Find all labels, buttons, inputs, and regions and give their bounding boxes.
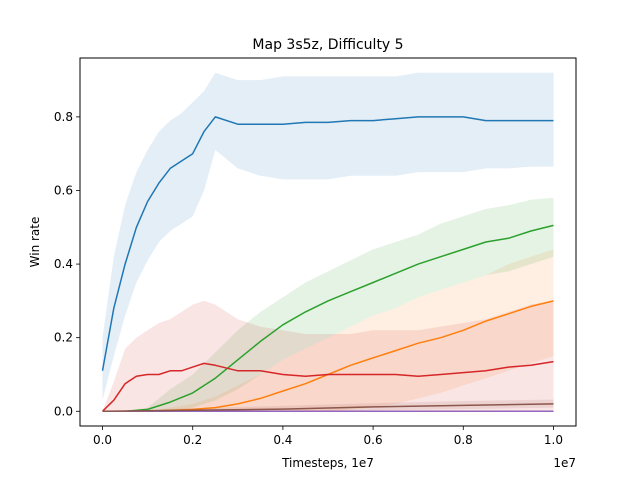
series-3-band	[102, 300, 554, 412]
y-tick-label-3: 0.6	[54, 183, 73, 197]
series-2-band	[102, 197, 554, 412]
x-axis-label: Timesteps, 1e7	[281, 456, 374, 470]
x-tick-label-1: 0.2	[183, 433, 202, 447]
series-0-band	[102, 72, 554, 401]
chart-title: Map 3s5z, Difficulty 5	[252, 37, 403, 53]
x-tick-label-2: 0.4	[273, 433, 292, 447]
x-tick-label-3: 0.6	[364, 433, 383, 447]
series-1-line	[102, 300, 554, 413]
y-axis: 0.0 0.2 0.4 0.6 0.8	[54, 110, 80, 418]
y-tick-label-2: 0.4	[54, 257, 73, 271]
plot-area	[101, 72, 554, 413]
series-1-band	[102, 249, 554, 412]
x-tick-label-5: 1.0	[544, 433, 563, 447]
series-0-line	[101, 116, 554, 371]
y-tick-label-4: 0.8	[54, 110, 73, 124]
y-tick-label-0: 0.0	[54, 404, 73, 418]
x-tick-label-4: 0.8	[454, 433, 473, 447]
x-tick-label-0: 0.0	[93, 433, 112, 447]
axes-frame	[79, 57, 577, 427]
y-tick-label-1: 0.2	[54, 331, 73, 345]
series-5-line	[102, 403, 554, 413]
series-3-line	[101, 360, 554, 412]
y-axis-label: Win rate	[28, 217, 42, 268]
x-axis: 0.0 0.2 0.4 0.6 0.8 1.0	[93, 426, 563, 447]
x-axis-offset-label: 1e7	[553, 456, 576, 470]
series-2-line	[102, 224, 554, 413]
